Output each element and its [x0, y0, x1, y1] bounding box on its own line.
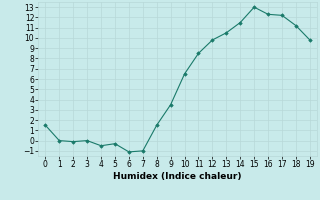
- X-axis label: Humidex (Indice chaleur): Humidex (Indice chaleur): [113, 172, 242, 181]
